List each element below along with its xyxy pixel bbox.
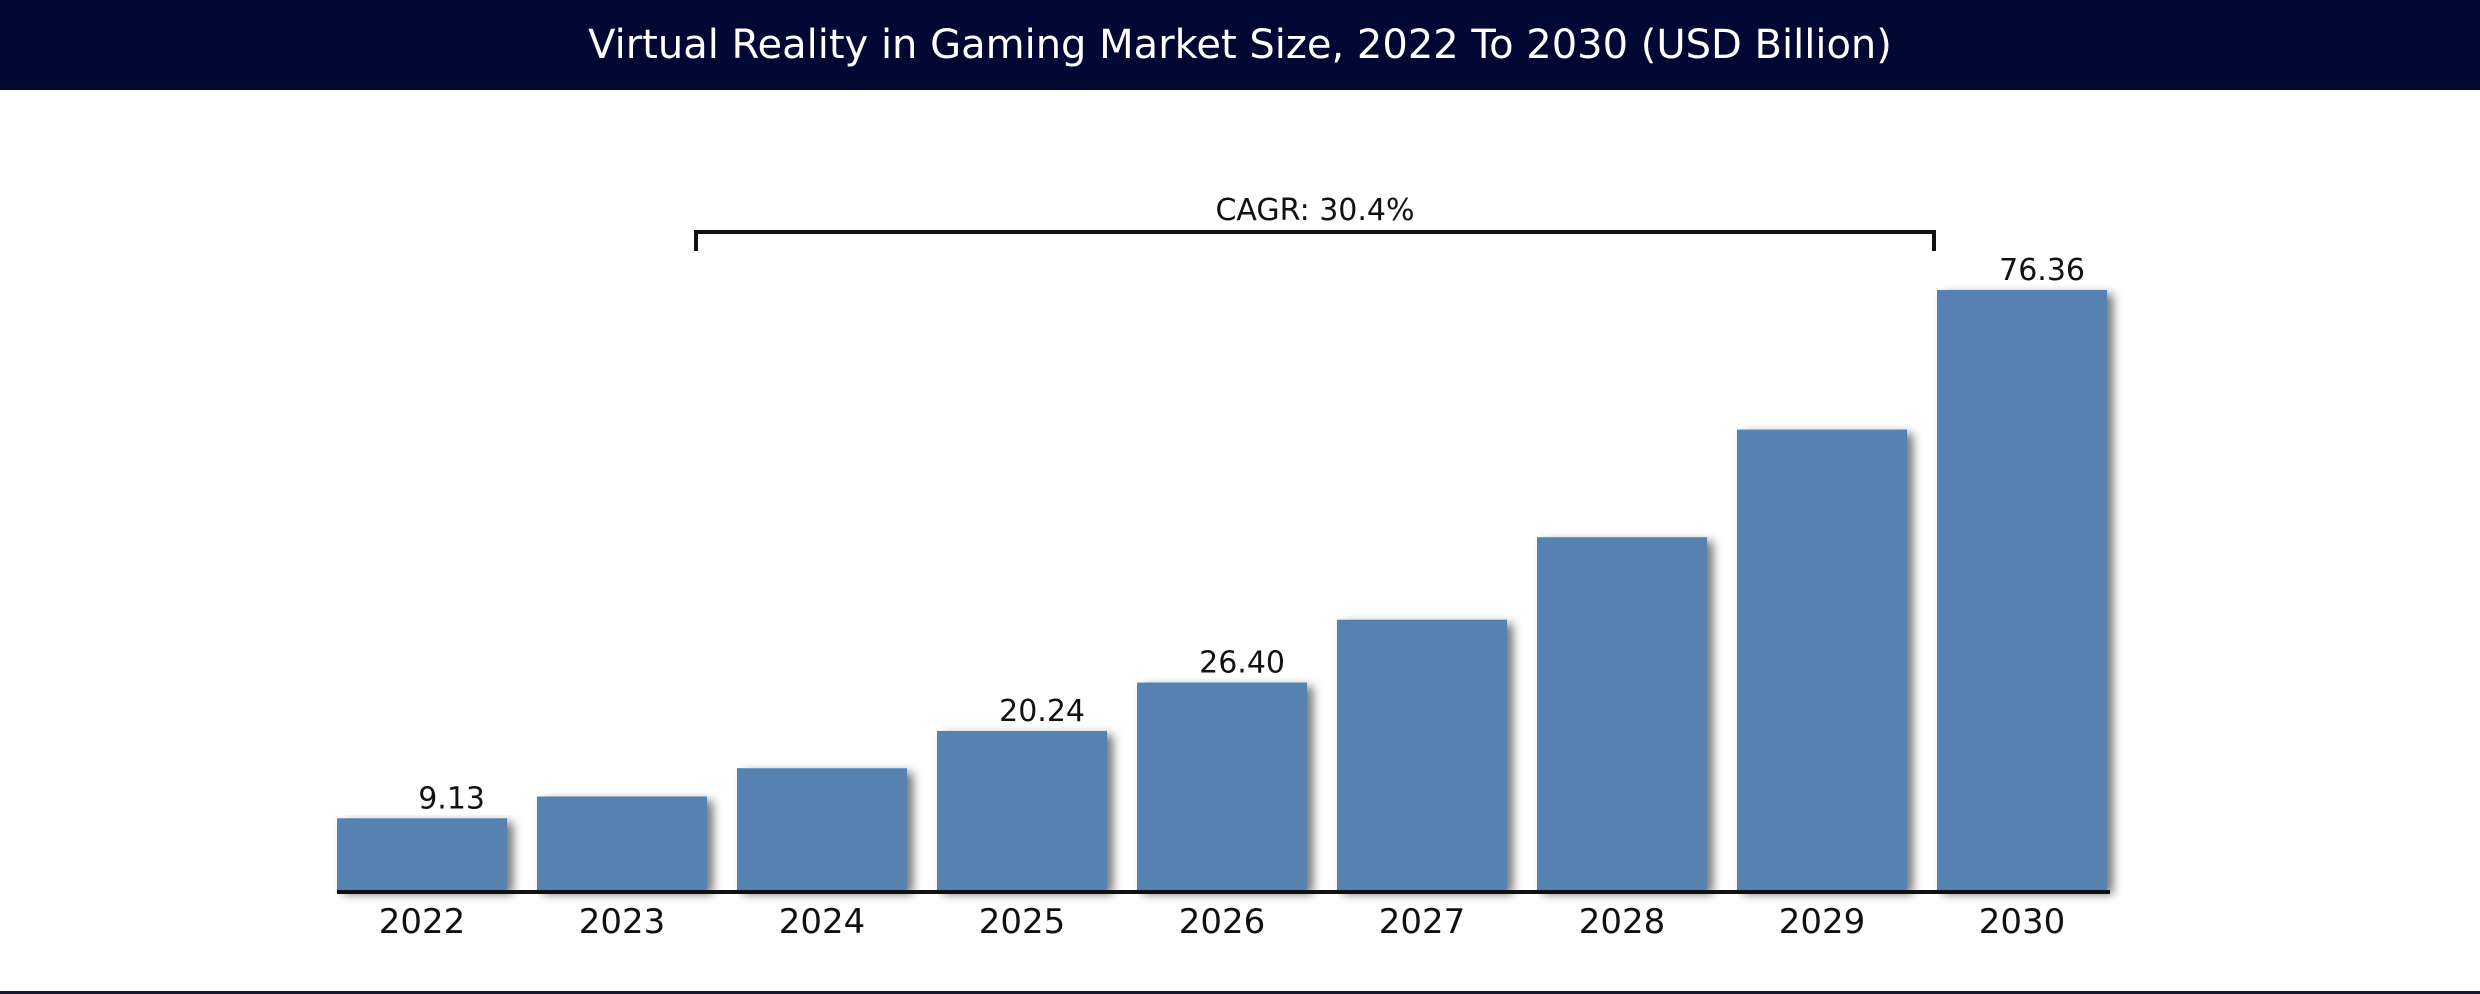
data-label-2030: 76.36 [1999, 253, 2085, 288]
data-label-2026: 26.40 [1199, 646, 1285, 681]
tick-label-2028: 2028 [1579, 902, 1666, 942]
bar-2025 [937, 730, 1107, 890]
data-label-2022: 9.13 [418, 781, 485, 816]
tick-label-2030: 2030 [1979, 902, 2066, 942]
chart-title: Virtual Reality in Gaming Market Size, 2… [588, 22, 1892, 68]
tick-label-2025: 2025 [979, 902, 1066, 942]
bottom-rule [0, 991, 2480, 994]
bars-layer [337, 290, 2107, 890]
tick-label-2024: 2024 [779, 902, 866, 942]
bar-2026 [1137, 682, 1307, 890]
labels-layer: 9.13 2022 2023 2024 20.24 2025 26.40 2026 2027 20… [379, 253, 2085, 942]
bar-2024 [737, 768, 907, 890]
bar-2030 [1937, 290, 2107, 890]
tick-label-2023: 2023 [579, 902, 666, 942]
bar-2029 [1737, 429, 1907, 890]
bar-2027 [1337, 619, 1507, 890]
tick-label-2027: 2027 [1379, 902, 1466, 942]
cagr-bracket [694, 230, 1936, 251]
data-label-2025: 20.24 [999, 694, 1085, 729]
header-bar: Virtual Reality in Gaming Market Size, 2… [0, 0, 2480, 90]
bar-2023 [537, 796, 707, 890]
tick-label-2029: 2029 [1779, 902, 1866, 942]
cagr-annotation: CAGR: 30.4% [694, 193, 1936, 251]
tick-label-2026: 2026 [1179, 902, 1266, 942]
bar-2028 [1537, 537, 1707, 890]
tick-label-2022: 2022 [379, 902, 466, 942]
bar-2022 [337, 818, 507, 890]
cagr-label: CAGR: 30.4% [1215, 193, 1414, 228]
